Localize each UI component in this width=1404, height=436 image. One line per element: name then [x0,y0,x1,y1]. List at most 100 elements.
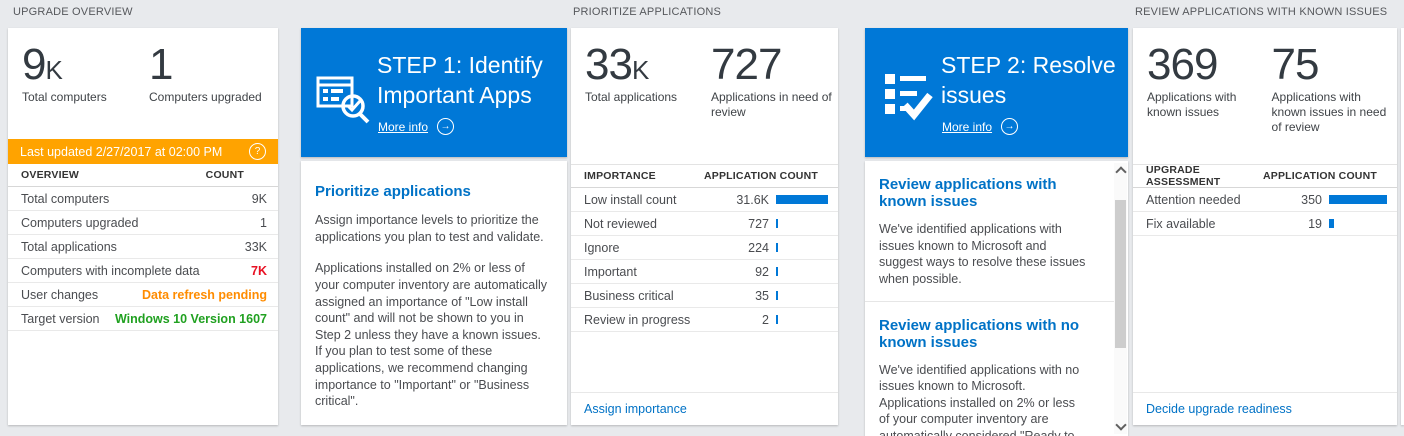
row-label: Not reviewed [584,216,657,231]
stat-label: Applications with known issues [1147,89,1237,119]
row-count: 31.6K [736,192,769,207]
step1-more-info-link[interactable]: More info → [378,118,455,135]
upgrade-assessment-table: UPGRADE ASSESSMENT APPLICATION COUNT Atten… [1133,164,1397,236]
assign-importance-link[interactable]: Assign importance [584,402,687,416]
row-value: 1 [260,215,267,230]
column-header: APPLICATION COUNT [1262,170,1377,182]
resolve-sections: Review applications with known issues We'… [865,161,1114,436]
table-row: Ignore 224 [571,236,838,260]
count-bar-area [1329,195,1389,204]
row-label: Attention needed [1146,192,1241,207]
chevron-up-icon [1114,166,1127,178]
stat-block[interactable]: 75 Applications with known issues in need… [1272,42,1397,135]
stat-number: 727 [711,40,782,89]
prioritize-info-title: Prioritize applications [315,183,471,200]
table-row: Attention needed 350 [1133,188,1397,212]
stat-label: Computers upgraded [149,89,262,104]
stat-label: Applications with known issues in need o… [1271,89,1387,134]
info-paragraph: Applications installed on 2% or less of … [315,261,548,409]
row-count: 224 [748,240,769,255]
decide-upgrade-readiness-link[interactable]: Decide upgrade readiness [1146,402,1292,416]
review-link-text: We've identified applications with no is… [879,362,1080,436]
row-count: 350 [1301,192,1322,207]
table-row: Low install count 31.6K [571,188,838,212]
importance-table: IMPORTANCE APPLICATION COUNT Low install c… [571,164,838,332]
stat-block[interactable]: 1 Computers upgraded [149,42,262,105]
table-row: Business critical 35 [571,284,838,308]
help-icon[interactable]: ? [249,143,266,160]
count-bar-area [776,267,830,276]
arrow-right-icon: → [437,118,455,135]
stat-block[interactable]: 9K Total computers [22,42,149,105]
step1-title: STEP 1: Identify Important Apps [377,52,543,108]
stat-label: Total applications [585,89,678,104]
review-link-title[interactable]: Review applications with known issues [879,176,1057,210]
review-card-footer: Decide upgrade readiness [1133,392,1397,425]
stat-label: Total computers [22,89,107,104]
overview-table: OVERVIEW COUNT Total computers 9K Computers … [8,164,278,331]
applications-card-footer: Assign importance [571,392,838,425]
prioritize-info-text: Assign importance levels to prioritize t… [315,212,551,410]
row-value: Windows 10 Version 1607 [114,311,267,326]
count-bar [776,219,778,228]
count-bar [1329,195,1387,204]
table-header-row: IMPORTANCE APPLICATION COUNT [571,164,838,188]
stat-number: 1 [149,40,174,89]
count-bar [776,291,778,300]
scrollbar-thumb[interactable] [1115,200,1126,348]
partial-next-card [1401,28,1404,425]
count-bar [776,243,778,252]
stat-number: 75 [1271,40,1320,89]
resolve-issues-card: Review applications with known issues We'… [865,161,1128,436]
more-info-label: More info [378,119,429,134]
section-header-upgrade-overview: UPGRADE OVERVIEW [13,6,133,18]
table-row: Total computers 9K [8,187,278,211]
row-label: Computers with incomplete data [21,263,200,278]
section-header-prioritize-applications: PRIORITIZE APPLICATIONS [573,6,722,18]
review-link-title[interactable]: Review applications with no known issues [879,316,1080,351]
info-paragraph: Assign importance levels to prioritize t… [315,213,544,244]
stat-block[interactable]: 727 Applications in need of review [711,42,838,120]
row-label: Low install count [584,192,677,207]
table-row: Review in progress 2 [571,308,838,332]
stat-block[interactable]: 369 Applications with known issues [1147,42,1272,135]
row-count: 19 [1308,216,1322,231]
row-label: Ignore [584,240,620,255]
step2-more-info-link[interactable]: More info → [942,118,1019,135]
applications-card: 33K Total applications 727 Applications in … [571,28,838,425]
review-link-text: We've identified applications with issue… [879,222,1086,286]
last-updated-text: Last updated 2/27/2017 at 02:00 PM [20,144,223,159]
column-header: APPLICATION COUNT [703,170,818,182]
scrollbar[interactable] [1114,163,1127,434]
table-row: Target version Windows 10 Version 1607 [8,307,278,331]
table-row: Not reviewed 727 [571,212,838,236]
app-inventory-magnifier-check-icon [315,68,373,131]
row-label: User changes [21,287,99,302]
count-bar [1329,219,1334,228]
scroll-down-button[interactable] [1114,419,1127,434]
table-row: Computers with incomplete data 7K [8,259,278,283]
row-label: Review in progress [584,312,691,327]
count-bar-area [776,315,830,324]
arrow-right-icon: → [1001,118,1019,135]
step2-tile[interactable]: STEP 2: Resolve issues More info → [865,28,1128,157]
table-row: Total applications 33K [8,235,278,259]
table-header-row: OVERVIEW COUNT [8,164,278,187]
count-bar-area [776,219,830,228]
step1-tile[interactable]: STEP 1: Identify Important Apps More inf… [301,28,567,157]
count-bar-area [776,243,830,252]
more-info-label: More info [942,119,993,134]
row-label: Target version [21,311,100,326]
row-count: 2 [762,312,769,327]
stat-block[interactable]: 33K Total applications [585,42,711,120]
row-count: 727 [748,216,769,231]
overview-stats: 9K Total computers 1 Computers upgraded [8,28,278,105]
row-count: 35 [755,288,769,303]
scroll-up-button[interactable] [1114,163,1127,178]
step2-title: STEP 2: Resolve issues [941,52,1116,108]
review-link-section: Review applications with no known issues… [865,300,1114,436]
row-count: 92 [755,264,769,279]
row-value: 7K [251,263,267,278]
review-stats: 369 Applications with known issues 75 Appli… [1133,28,1397,135]
